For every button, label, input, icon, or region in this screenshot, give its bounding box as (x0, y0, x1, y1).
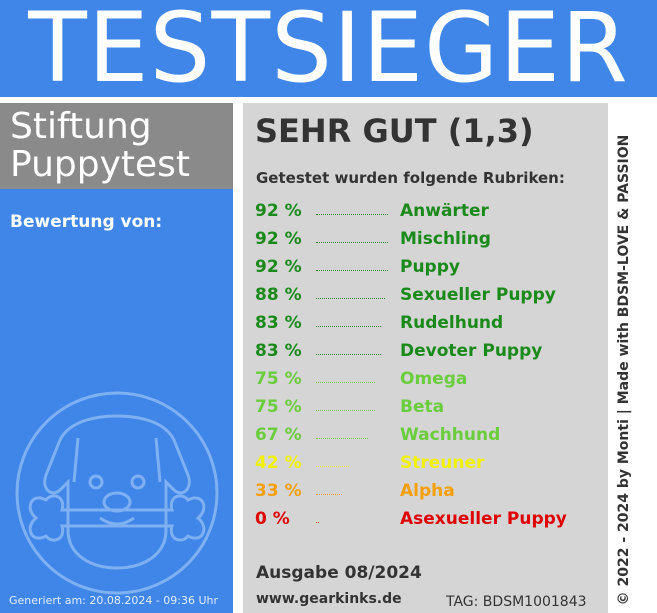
category-row: 75 % Beta (255, 397, 605, 425)
category-percent: 92 % (255, 229, 302, 249)
category-dot-leader (316, 522, 319, 523)
category-name: Rudelhund (400, 313, 504, 333)
category-percent: 0 % (255, 509, 290, 529)
org-line-2: Puppytest (10, 144, 191, 185)
category-dot-leader (316, 298, 385, 299)
category-percent: 92 % (255, 201, 302, 221)
category-row: 33 % Alpha (255, 481, 605, 509)
category-row: 0 % Asexueller Puppy (255, 509, 605, 537)
generated-timestamp: Generiert am: 20.08.2024 - 09:36 Uhr (9, 594, 219, 607)
category-row: 75 % Omega (255, 369, 605, 397)
category-name: Wachhund (400, 425, 501, 445)
category-percent: 92 % (255, 257, 302, 277)
category-dot-leader (316, 494, 342, 495)
result-panel (243, 103, 608, 613)
category-dot-leader (316, 270, 388, 271)
category-row: 42 % Streuner (255, 453, 605, 481)
category-row: 92 % Puppy (255, 257, 605, 285)
rating-by-label: Bewertung von: (10, 212, 163, 232)
category-row: 67 % Wachhund (255, 425, 605, 453)
category-dot-leader (316, 242, 388, 243)
category-percent: 67 % (255, 425, 302, 445)
category-dot-leader (316, 214, 388, 215)
category-percent: 83 % (255, 341, 302, 361)
issue-label: Ausgabe 08/2024 (256, 563, 422, 583)
category-row: 88 % Sexueller Puppy (255, 285, 605, 313)
category-name: Omega (400, 369, 468, 389)
banner-title: TESTSIEGER (28, 0, 629, 104)
org-line-1: Stiftung (10, 106, 152, 147)
org-box: Stiftung Puppytest (0, 103, 233, 189)
website-link[interactable]: www.gearkinks.de (256, 591, 402, 607)
category-name: Anwärter (400, 201, 489, 221)
category-name: Mischling (400, 229, 491, 249)
category-percent: 88 % (255, 285, 302, 305)
category-row: 92 % Anwärter (255, 201, 605, 229)
category-percent: 75 % (255, 397, 302, 417)
category-dot-leader (316, 354, 381, 355)
category-dot-leader (316, 326, 381, 327)
category-row: 83 % Rudelhund (255, 313, 605, 341)
category-name: Asexueller Puppy (400, 509, 567, 529)
category-name: Beta (400, 397, 445, 417)
category-row: 92 % Mischling (255, 229, 605, 257)
category-dot-leader (316, 438, 368, 439)
category-name: Devoter Puppy (400, 341, 543, 361)
category-percent: 75 % (255, 369, 302, 389)
overall-grade: SEHR GUT (1,3) (255, 112, 534, 150)
category-name: Sexueller Puppy (400, 285, 556, 305)
testsieger-banner: TESTSIEGER (0, 0, 657, 104)
category-name: Streuner (400, 453, 485, 473)
category-percent: 42 % (255, 453, 302, 473)
category-dot-leader (316, 466, 349, 467)
categories-title: Getestet wurden folgende Rubriken: (256, 169, 565, 187)
category-name: Puppy (400, 257, 460, 277)
puppy-with-bone-icon (15, 391, 219, 595)
category-row: 83 % Devoter Puppy (255, 341, 605, 369)
tag-id: TAG: BDSM1001843 (446, 594, 587, 610)
category-name: Alpha (400, 481, 455, 501)
category-dot-leader (316, 410, 375, 411)
category-percent: 83 % (255, 313, 302, 333)
category-percent: 33 % (255, 481, 302, 501)
category-dot-leader (316, 382, 375, 383)
copyright-vertical: © 2022 - 2024 by Monti | Made with BDSM-… (616, 134, 632, 606)
